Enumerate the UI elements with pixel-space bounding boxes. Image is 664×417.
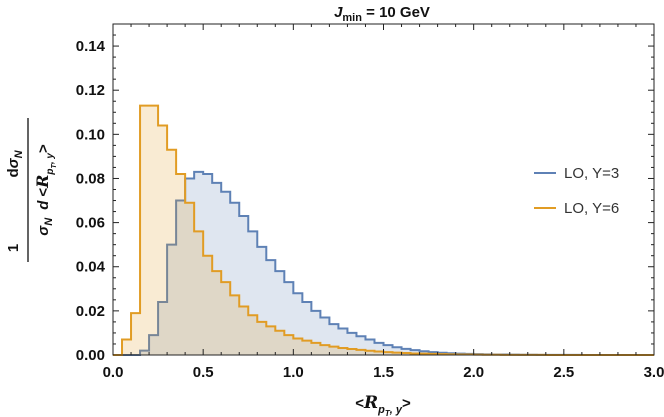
xlabel-lt: < — [355, 395, 364, 412]
title-main: J — [334, 4, 343, 21]
x-axis-ticks: 0.0 0.5 1.0 1.5 2.0 2.5 3.0 — [103, 24, 664, 381]
y-tick-label: 0.00 — [76, 347, 105, 364]
xlabel-script: R — [363, 393, 378, 413]
x-axis-label: <RpT, y> — [355, 393, 411, 417]
x-tick-label: 1.0 — [283, 364, 304, 381]
y-tick-label: 0.04 — [76, 259, 106, 276]
legend-label-y6: LO, Y=6 — [564, 200, 619, 217]
ylabel-den-sub: N — [43, 217, 55, 226]
x-tick-label: 2.5 — [553, 364, 574, 381]
xlabel-tail: , y — [389, 404, 403, 416]
histogram-layer — [113, 104, 654, 356]
y-tick-label: 0.02 — [76, 303, 105, 320]
ylabel-den-script: R — [33, 175, 52, 189]
ylabel-num-sub: N — [13, 149, 25, 158]
ylabel-num-d: d — [5, 168, 22, 177]
legend-label-y3: LO, Y=3 — [564, 165, 619, 182]
y-tick-label: 0.06 — [76, 215, 105, 232]
title-rest: = 10 GeV — [362, 4, 430, 21]
ylabel-den-tail: , y — [45, 153, 56, 166]
ylabel-num-sigma: σ — [5, 157, 22, 168]
ylabel-denominator: σNd <RpT, y> — [33, 144, 58, 236]
ylabel-den-subsub: T — [51, 163, 58, 168]
xlabel-subsub: T — [385, 409, 391, 417]
ylabel-den-gt: > — [35, 144, 52, 153]
title-sub: min — [342, 12, 362, 24]
x-tick-label: 2.0 — [463, 364, 484, 381]
y-tick-label: 0.12 — [76, 82, 105, 99]
y-tick-label: 0.10 — [76, 126, 105, 143]
chart-title: Jmin = 10 GeV — [334, 4, 430, 24]
y-tick-label: 0.08 — [76, 170, 105, 187]
x-tick-label: 0.0 — [103, 364, 124, 381]
x-tick-label: 3.0 — [644, 364, 664, 381]
ylabel-numerator: dσN — [5, 149, 25, 177]
x-tick-label: 0.5 — [193, 364, 214, 381]
ylabel-den-d: d — [35, 200, 52, 210]
ylabel-one: 1 — [5, 244, 22, 252]
xlabel-sub: p — [377, 404, 385, 416]
y-tick-label: 0.14 — [76, 38, 106, 55]
legend: LO, Y=3 LO, Y=6 — [534, 165, 619, 217]
ylabel-den-sigma: σ — [35, 225, 52, 236]
y-axis-label: 1 dσN σNd<RpT, y> — [5, 118, 58, 262]
x-tick-label: 1.5 — [373, 364, 394, 381]
y-axis-ticks: 0.00 0.02 0.04 0.06 0.08 0.10 0.12 0.14 — [76, 34, 654, 364]
ylabel-den-lt: < — [35, 188, 52, 197]
series-1 — [113, 104, 654, 356]
xlabel-gt: > — [402, 395, 411, 412]
ylabel-den-sub2: p — [45, 168, 56, 175]
